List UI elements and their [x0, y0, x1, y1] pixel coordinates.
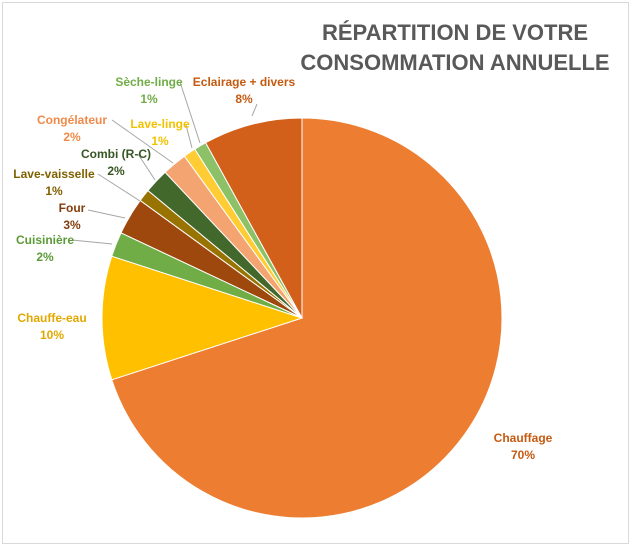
leader-line: [179, 81, 201, 144]
data-label: Eclairage + divers 8%: [193, 75, 296, 106]
leader-line: [251, 103, 258, 117]
data-label: Four 3%: [59, 201, 86, 232]
leader-line: [137, 153, 156, 181]
data-label-name: Chauffe-eau: [17, 311, 86, 325]
data-label-name: Lave-vaisselle: [13, 167, 95, 181]
data-label-value: 2%: [107, 164, 125, 178]
data-label-name: Cuisinière: [16, 233, 74, 247]
data-label-name: Congélateur: [37, 113, 107, 127]
pie-slice-eclairage-divers: [204, 117, 303, 319]
data-label-value: 10%: [40, 328, 64, 342]
data-label-name: Four: [59, 201, 86, 215]
data-label-name: Chauffage: [494, 431, 553, 445]
chart-title-line-2: CONSOMMATION ANNUELLE: [300, 50, 610, 75]
data-label-name: Lave-linge: [130, 117, 190, 131]
data-label-value: 2%: [63, 130, 81, 144]
data-label-value: 2%: [36, 250, 54, 264]
data-label-value: 1%: [45, 184, 63, 198]
leader-line: [97, 173, 141, 202]
leader-line: [111, 119, 174, 164]
data-label-value: 3%: [63, 218, 81, 232]
data-label: Chauffage 70%: [494, 431, 553, 462]
data-label-name: Eclairage + divers: [193, 75, 296, 89]
data-label: Lave-linge 1%: [130, 117, 190, 148]
chart-title-line-1: RÉPARTITION DE VOTRE: [321, 20, 589, 45]
pie-slice-chauffage: [111, 117, 503, 519]
data-label-value: 70%: [511, 448, 535, 462]
data-label: Sèche-linge 1%: [115, 75, 183, 106]
leader-line: [87, 209, 126, 219]
leader-line: [185, 124, 193, 149]
data-label-name: Sèche-linge: [115, 75, 183, 89]
data-label-name: Combi (R-C): [81, 147, 151, 161]
data-label: Congélateur 2%: [37, 113, 107, 144]
data-label-value: 1%: [140, 92, 158, 106]
data-label-value: 8%: [235, 92, 253, 106]
data-label-value: 1%: [151, 134, 169, 148]
data-label: Cuisinière 2%: [16, 233, 74, 264]
data-label: Lave-vaisselle 1%: [13, 167, 95, 198]
leader-line: [71, 239, 113, 245]
data-label: Combi (R-C) 2%: [81, 147, 151, 178]
chart-title: RÉPARTITION DE VOTRE CONSOMMATION ANNUEL…: [295, 18, 615, 78]
pie-slice-chauffe-eau: [101, 255, 304, 381]
data-label: Chauffe-eau 10%: [17, 311, 86, 342]
